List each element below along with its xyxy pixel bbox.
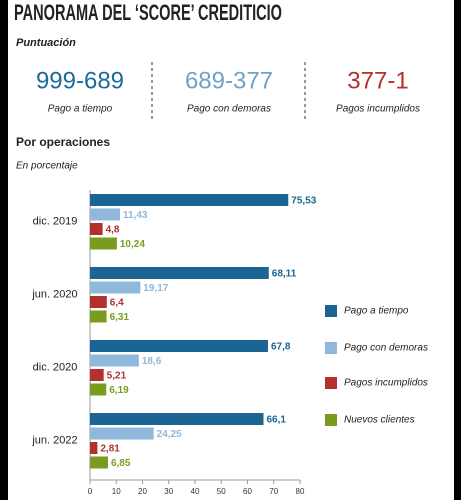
x-tick-label: 80 [296, 487, 305, 496]
chart-subtitle: En porcentaje [16, 161, 78, 172]
bar [90, 427, 154, 440]
legend-swatch [325, 342, 337, 354]
legend-label: Pago a tiempo [344, 306, 409, 317]
x-tick-label: 0 [88, 487, 93, 496]
value-label: 75,53 [291, 196, 316, 207]
subtitle: Puntuación [16, 37, 76, 49]
x-tick-label: 50 [217, 487, 226, 496]
x-tick-label: 60 [243, 487, 252, 496]
x-tick-label: 10 [112, 487, 121, 496]
legend-label: Pago con demoras [344, 343, 428, 354]
bar [90, 340, 268, 352]
value-label: 6,31 [110, 312, 130, 323]
bar [90, 237, 117, 250]
category-label: jun. 2020 [31, 289, 77, 301]
score-label: Pagos incumplidos [336, 104, 420, 115]
legend-swatch [325, 305, 337, 317]
x-tick-label: 20 [138, 487, 147, 496]
value-label: 6,4 [110, 298, 124, 309]
score-range: 999-689 [36, 67, 124, 94]
value-label: 6,85 [111, 458, 131, 469]
score-label: Pago a tiempo [48, 104, 113, 115]
bar [90, 383, 107, 396]
bar [90, 442, 98, 454]
value-label: 2,81 [100, 444, 120, 455]
legend-swatch [325, 377, 337, 389]
score-range: 689-377 [185, 67, 273, 94]
bar [90, 354, 139, 367]
x-tick-label: 30 [164, 487, 173, 496]
bar [90, 369, 104, 381]
legend-label: Nuevos clientes [344, 415, 415, 426]
value-label: 6,19 [109, 385, 129, 396]
value-label: 11,43 [123, 210, 148, 221]
bar [90, 194, 289, 206]
bar [90, 208, 121, 221]
value-label: 24,25 [157, 429, 182, 440]
title: PANORAMA DEL ‘SCORE’ CREDITICIO [14, 0, 282, 25]
category-label: dic. 2020 [33, 362, 78, 374]
value-label: 66,1 [267, 415, 287, 426]
value-label: 18,6 [142, 356, 162, 367]
value-label: 10,24 [120, 239, 145, 250]
x-tick-label: 40 [191, 487, 200, 496]
value-label: 5,21 [107, 371, 127, 382]
bar [90, 310, 107, 323]
bar [90, 456, 108, 469]
chart-title: Por operaciones [16, 135, 110, 149]
value-label: 68,11 [272, 269, 297, 280]
score-range: 377-1 [347, 67, 408, 94]
category-label: jun. 2022 [31, 435, 77, 447]
bar [90, 223, 103, 235]
value-label: 4,8 [106, 225, 120, 236]
bar [90, 281, 141, 294]
category-label: dic. 2019 [33, 216, 78, 228]
value-label: 19,17 [143, 283, 168, 294]
bar [90, 413, 264, 425]
legend-label: Pagos incumplidos [344, 378, 428, 389]
bar [90, 267, 269, 279]
score-label: Pago con demoras [187, 104, 271, 115]
bar [90, 296, 107, 308]
legend-swatch [325, 414, 337, 426]
value-label: 67,8 [271, 342, 291, 353]
x-tick-label: 70 [269, 487, 278, 496]
